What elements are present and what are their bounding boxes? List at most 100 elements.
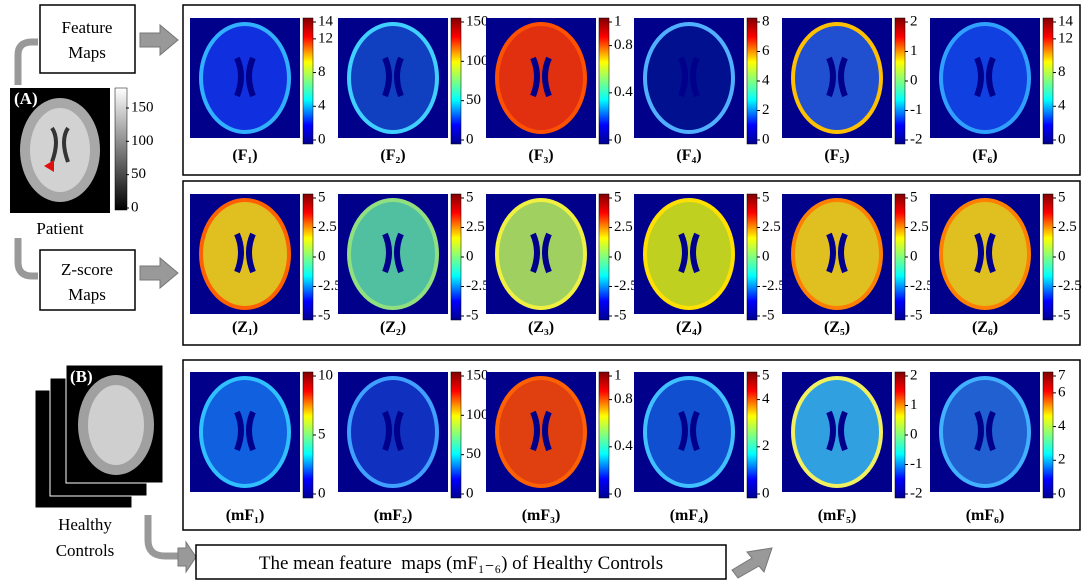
arrow bbox=[140, 258, 178, 288]
tick-label: 7 bbox=[1058, 367, 1066, 383]
box-text: Z-score bbox=[61, 260, 113, 279]
tick-label: 150 bbox=[466, 13, 489, 29]
tick-label: 150 bbox=[466, 367, 489, 383]
tick-label: -5 bbox=[1058, 307, 1071, 323]
brain bbox=[941, 200, 1029, 308]
tick-label: 2 bbox=[762, 102, 770, 118]
tick-label: 5 bbox=[466, 189, 474, 205]
panel-caption: (mF₅) bbox=[818, 507, 857, 524]
tick-label: 5 bbox=[614, 189, 622, 205]
tick-label: 0 bbox=[910, 72, 918, 88]
panel-caption: (Z₅) bbox=[824, 319, 850, 336]
brain bbox=[497, 378, 585, 486]
panel-caption: (Z₁) bbox=[232, 319, 258, 336]
brain bbox=[941, 378, 1029, 486]
tick-label: 0.4 bbox=[614, 438, 633, 454]
panel-caption: (F₅) bbox=[824, 147, 849, 164]
tick-label: 14 bbox=[1058, 13, 1074, 29]
tick-label: 0.8 bbox=[614, 37, 633, 53]
colorbar bbox=[747, 18, 757, 144]
arrow bbox=[732, 548, 772, 578]
tick-label: 4 bbox=[762, 72, 770, 88]
tick-label: 0 bbox=[614, 485, 622, 501]
tick-label: 5 bbox=[318, 426, 326, 442]
tick-label: 2 bbox=[910, 367, 918, 383]
colorbar bbox=[599, 18, 609, 144]
tick-label: -5 bbox=[318, 307, 331, 323]
box-text: Maps bbox=[68, 43, 106, 62]
tick-label: -5 bbox=[910, 307, 923, 323]
tick-label: 0 bbox=[318, 485, 326, 501]
tick-label: -5 bbox=[762, 307, 775, 323]
tick-label: 2.5 bbox=[614, 219, 633, 235]
tick-label: -5 bbox=[614, 307, 627, 323]
brain bbox=[201, 378, 289, 486]
tick-label: 100 bbox=[466, 53, 489, 69]
tick-label: 12 bbox=[1058, 30, 1073, 46]
tick-label: 100 bbox=[131, 133, 154, 149]
brain bbox=[645, 24, 733, 132]
tick-label: 5 bbox=[762, 189, 770, 205]
tick-label: 50 bbox=[131, 166, 146, 182]
colorbar bbox=[599, 194, 609, 320]
tick-label: 2.5 bbox=[762, 219, 781, 235]
panel-caption: (mF₄) bbox=[670, 507, 709, 524]
colorbar bbox=[599, 372, 609, 498]
panel-caption: (mF₆) bbox=[966, 507, 1005, 524]
tick-label: 50 bbox=[466, 92, 481, 108]
tick-label: -1 bbox=[910, 102, 923, 118]
tick-label: 2.5 bbox=[318, 219, 337, 235]
panel-caption: (F₄) bbox=[676, 147, 701, 164]
brain bbox=[349, 200, 437, 308]
tick-label: 2.5 bbox=[466, 219, 485, 235]
tick-label: -5 bbox=[466, 307, 479, 323]
caption: Healthy bbox=[58, 515, 112, 534]
tick-label: 4 bbox=[1058, 418, 1066, 434]
tick-label: 0 bbox=[762, 485, 770, 501]
tick-label: 0 bbox=[318, 131, 326, 147]
tick-label: -1 bbox=[910, 456, 923, 472]
brain bbox=[349, 24, 437, 132]
tick-label: 2.5 bbox=[1058, 219, 1077, 235]
tick-label: 4 bbox=[1058, 98, 1066, 114]
tick-label: 10 bbox=[318, 367, 333, 383]
panel-caption: (Z₆) bbox=[972, 319, 998, 336]
tick-label: 5 bbox=[910, 189, 918, 205]
panel-caption: (mF₁) bbox=[226, 507, 265, 524]
colorbar bbox=[303, 18, 313, 144]
tick-label: -2 bbox=[910, 131, 923, 147]
colorbar bbox=[303, 372, 313, 498]
tick-label: 5 bbox=[318, 189, 326, 205]
connector bbox=[18, 42, 38, 85]
tick-label: 0 bbox=[910, 248, 918, 264]
tick-label: 2 bbox=[762, 438, 770, 454]
panel-caption: (mF₃) bbox=[522, 507, 561, 524]
connector bbox=[148, 515, 180, 556]
tick-label: 1 bbox=[910, 397, 918, 413]
panel-caption: (F₆) bbox=[972, 147, 997, 164]
colorbar bbox=[451, 372, 461, 498]
tick-label: -2.5 bbox=[1058, 278, 1082, 294]
tick-label: 100 bbox=[466, 407, 489, 423]
tick-label: 0 bbox=[466, 248, 474, 264]
tick-label: 1 bbox=[910, 43, 918, 59]
brain bbox=[793, 200, 881, 308]
box-text: Feature bbox=[62, 18, 113, 37]
brain bbox=[201, 200, 289, 308]
brain bbox=[941, 24, 1029, 132]
tick-label: 50 bbox=[466, 446, 481, 462]
colorbar bbox=[747, 194, 757, 320]
tick-label: 4 bbox=[318, 98, 326, 114]
tick-label: 6 bbox=[1058, 384, 1066, 400]
panel-label: (A) bbox=[14, 89, 38, 108]
panel-label: (B) bbox=[70, 367, 93, 386]
tick-label: 0 bbox=[1058, 248, 1066, 264]
tick-label: 14 bbox=[318, 13, 334, 29]
mean-caption: The mean feature maps (mF₁₋₆) of Healthy… bbox=[259, 553, 663, 574]
tick-label: 0 bbox=[762, 131, 770, 147]
tick-label: 1 bbox=[614, 367, 622, 383]
colorbar bbox=[451, 18, 461, 144]
colorbar bbox=[895, 194, 905, 320]
tick-label: 2 bbox=[910, 13, 918, 29]
brain bbox=[349, 378, 437, 486]
